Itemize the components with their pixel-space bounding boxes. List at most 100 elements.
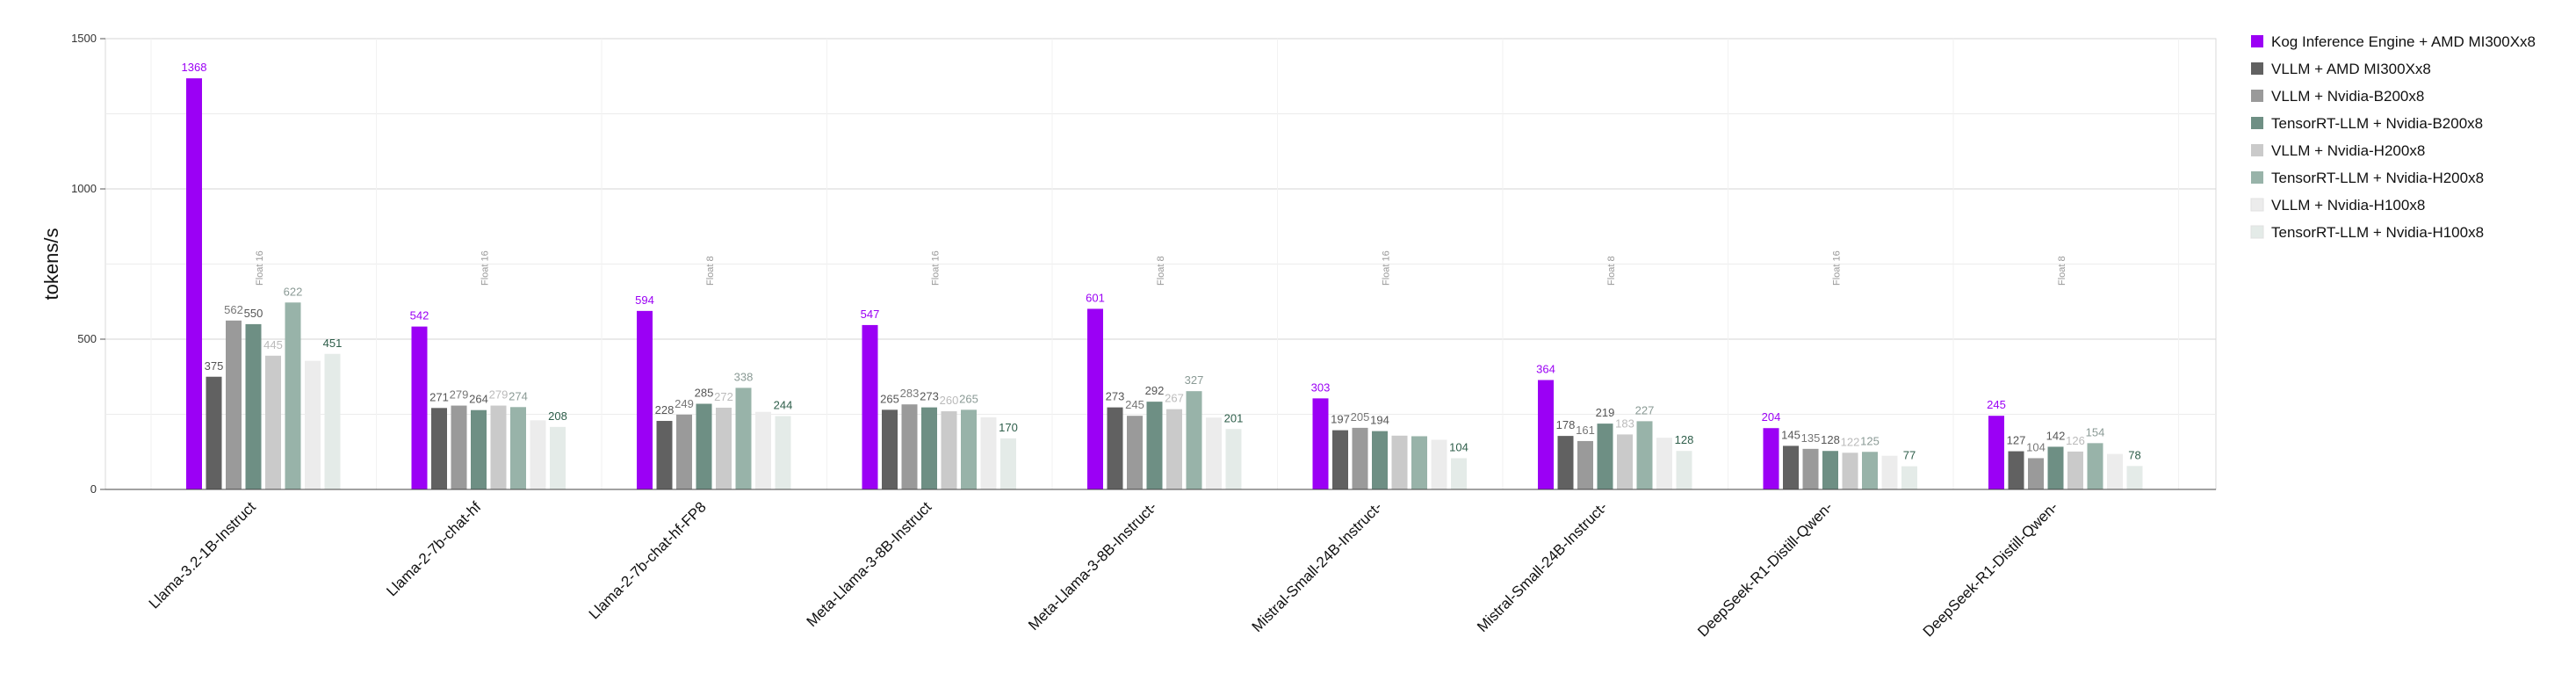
bar-value-label: 1368 — [182, 61, 207, 74]
bar — [735, 387, 752, 489]
bar — [245, 323, 262, 489]
x-tick-label: Llama-2-7b-chat-hf — [383, 498, 484, 599]
bar-value-label: 197 — [1331, 413, 1350, 426]
bar — [1451, 458, 1467, 489]
bar-value-label: 272 — [714, 390, 733, 403]
legend-entry: Kog Inference Engine + AMD MI300Xx8 — [2271, 33, 2536, 50]
bar-value-label: 104 — [1449, 440, 1468, 453]
bar-value-label: 594 — [635, 293, 654, 307]
bar-value-label: 451 — [323, 337, 343, 350]
y-tick-label: 1000 — [71, 182, 97, 195]
bar-value-label: 183 — [1615, 416, 1634, 430]
legend-swatch — [2251, 144, 2263, 156]
bar-value-label: 271 — [429, 390, 449, 403]
bar-value-label: 601 — [1086, 291, 1105, 304]
bar — [1332, 430, 1348, 489]
legend-entry: VLLM + Nvidia-B200x8 — [2271, 88, 2424, 105]
precision-annotation: Float 16 — [255, 250, 265, 286]
x-tick-label: Mistral-Small-24B-Instruct- — [1249, 498, 1386, 635]
precision-annotation: Float 16 — [930, 250, 941, 286]
bar-value-label: 161 — [1576, 424, 1595, 437]
y-tick-label: 1500 — [71, 32, 97, 45]
bar-value-label: 194 — [1370, 414, 1389, 427]
bar — [1391, 435, 1408, 489]
bar — [1166, 409, 1182, 489]
bar-value-label: 154 — [2086, 425, 2105, 438]
bar-value-label: 128 — [1821, 433, 1840, 446]
bar — [265, 355, 281, 489]
bar-value-label: 562 — [224, 303, 243, 316]
bar — [1763, 428, 1779, 489]
bar — [1783, 445, 1799, 489]
bar — [186, 78, 202, 490]
bar — [1597, 424, 1613, 489]
bar-value-label: 228 — [655, 403, 675, 416]
bar — [550, 426, 566, 489]
bar — [1087, 308, 1103, 489]
precision-annotation: Float 16 — [1831, 250, 1842, 286]
bar — [1372, 431, 1388, 489]
bar — [1842, 453, 1858, 489]
bar — [1186, 391, 1202, 489]
bar-value-label: 279 — [489, 388, 509, 402]
bar — [1538, 380, 1554, 489]
bar-value-label: 264 — [469, 393, 488, 406]
bar — [1577, 440, 1593, 489]
bar-value-label: 205 — [1351, 410, 1370, 424]
bar — [530, 420, 546, 489]
bar — [1676, 451, 1692, 489]
bar — [676, 414, 692, 489]
bar-value-label: 125 — [1860, 434, 1880, 447]
bar — [1352, 427, 1368, 489]
bar-value-label: 260 — [940, 394, 959, 407]
bar — [1127, 416, 1143, 489]
bar-value-label: 267 — [1165, 392, 1184, 405]
bar — [696, 403, 712, 489]
bar-value-label: 77 — [1903, 449, 1916, 462]
bar-value-label: 135 — [1801, 431, 1821, 445]
bar-value-label: 126 — [2066, 434, 2085, 447]
bar-value-label: 104 — [2026, 440, 2046, 453]
bar-value-label: 219 — [1596, 406, 1615, 419]
bar-value-label: 283 — [900, 387, 920, 400]
bar-value-label: 550 — [244, 307, 263, 320]
precision-annotation: Float 8 — [1606, 256, 1617, 286]
legend-entry: VLLM + AMD MI300Xx8 — [2271, 61, 2431, 77]
bar — [451, 405, 467, 489]
bar — [305, 360, 321, 489]
bar-value-label: 127 — [2007, 434, 2026, 447]
bar-value-label: 445 — [263, 338, 283, 351]
bar — [1000, 438, 1016, 489]
bar-value-label: 244 — [774, 399, 793, 412]
bar — [1988, 416, 2004, 489]
bar-value-label: 249 — [675, 397, 694, 410]
bar — [2126, 466, 2143, 489]
bar — [716, 407, 732, 489]
x-tick-label: Llama-3.2-1B-Instruct — [146, 498, 259, 612]
legend-entry: TensorRT-LLM + Nvidia-H200x8 — [2271, 170, 2484, 186]
bar — [206, 376, 222, 489]
bar-value-label: 170 — [999, 421, 1018, 434]
bar-value-label: 142 — [2046, 429, 2066, 442]
bar — [510, 407, 526, 489]
bar — [285, 302, 301, 489]
bar-value-label: 542 — [410, 309, 429, 322]
bar-value-label: 279 — [450, 388, 469, 402]
bar-value-label: 145 — [1781, 428, 1800, 441]
bar — [431, 408, 447, 489]
bar — [1656, 438, 1672, 489]
y-tick-label: 0 — [90, 482, 97, 496]
bar — [1225, 429, 1242, 489]
bar-value-label: 265 — [880, 392, 899, 405]
bar — [1206, 417, 1222, 489]
precision-annotation: Float 16 — [1381, 250, 1391, 286]
legend-swatch — [2251, 35, 2263, 47]
x-tick-label: Meta-Llama-3-8B-Instruct- — [1025, 498, 1160, 634]
bar — [1431, 439, 1447, 489]
legend-entry: TensorRT-LLM + Nvidia-H100x8 — [2271, 224, 2484, 241]
bar-value-label: 128 — [1675, 433, 1694, 446]
bar-value-label: 208 — [548, 409, 567, 423]
legend-entry: VLLM + Nvidia-H200x8 — [2271, 142, 2425, 159]
x-tick-label: Llama-2-7b-chat-hf-FP8 — [586, 498, 710, 622]
